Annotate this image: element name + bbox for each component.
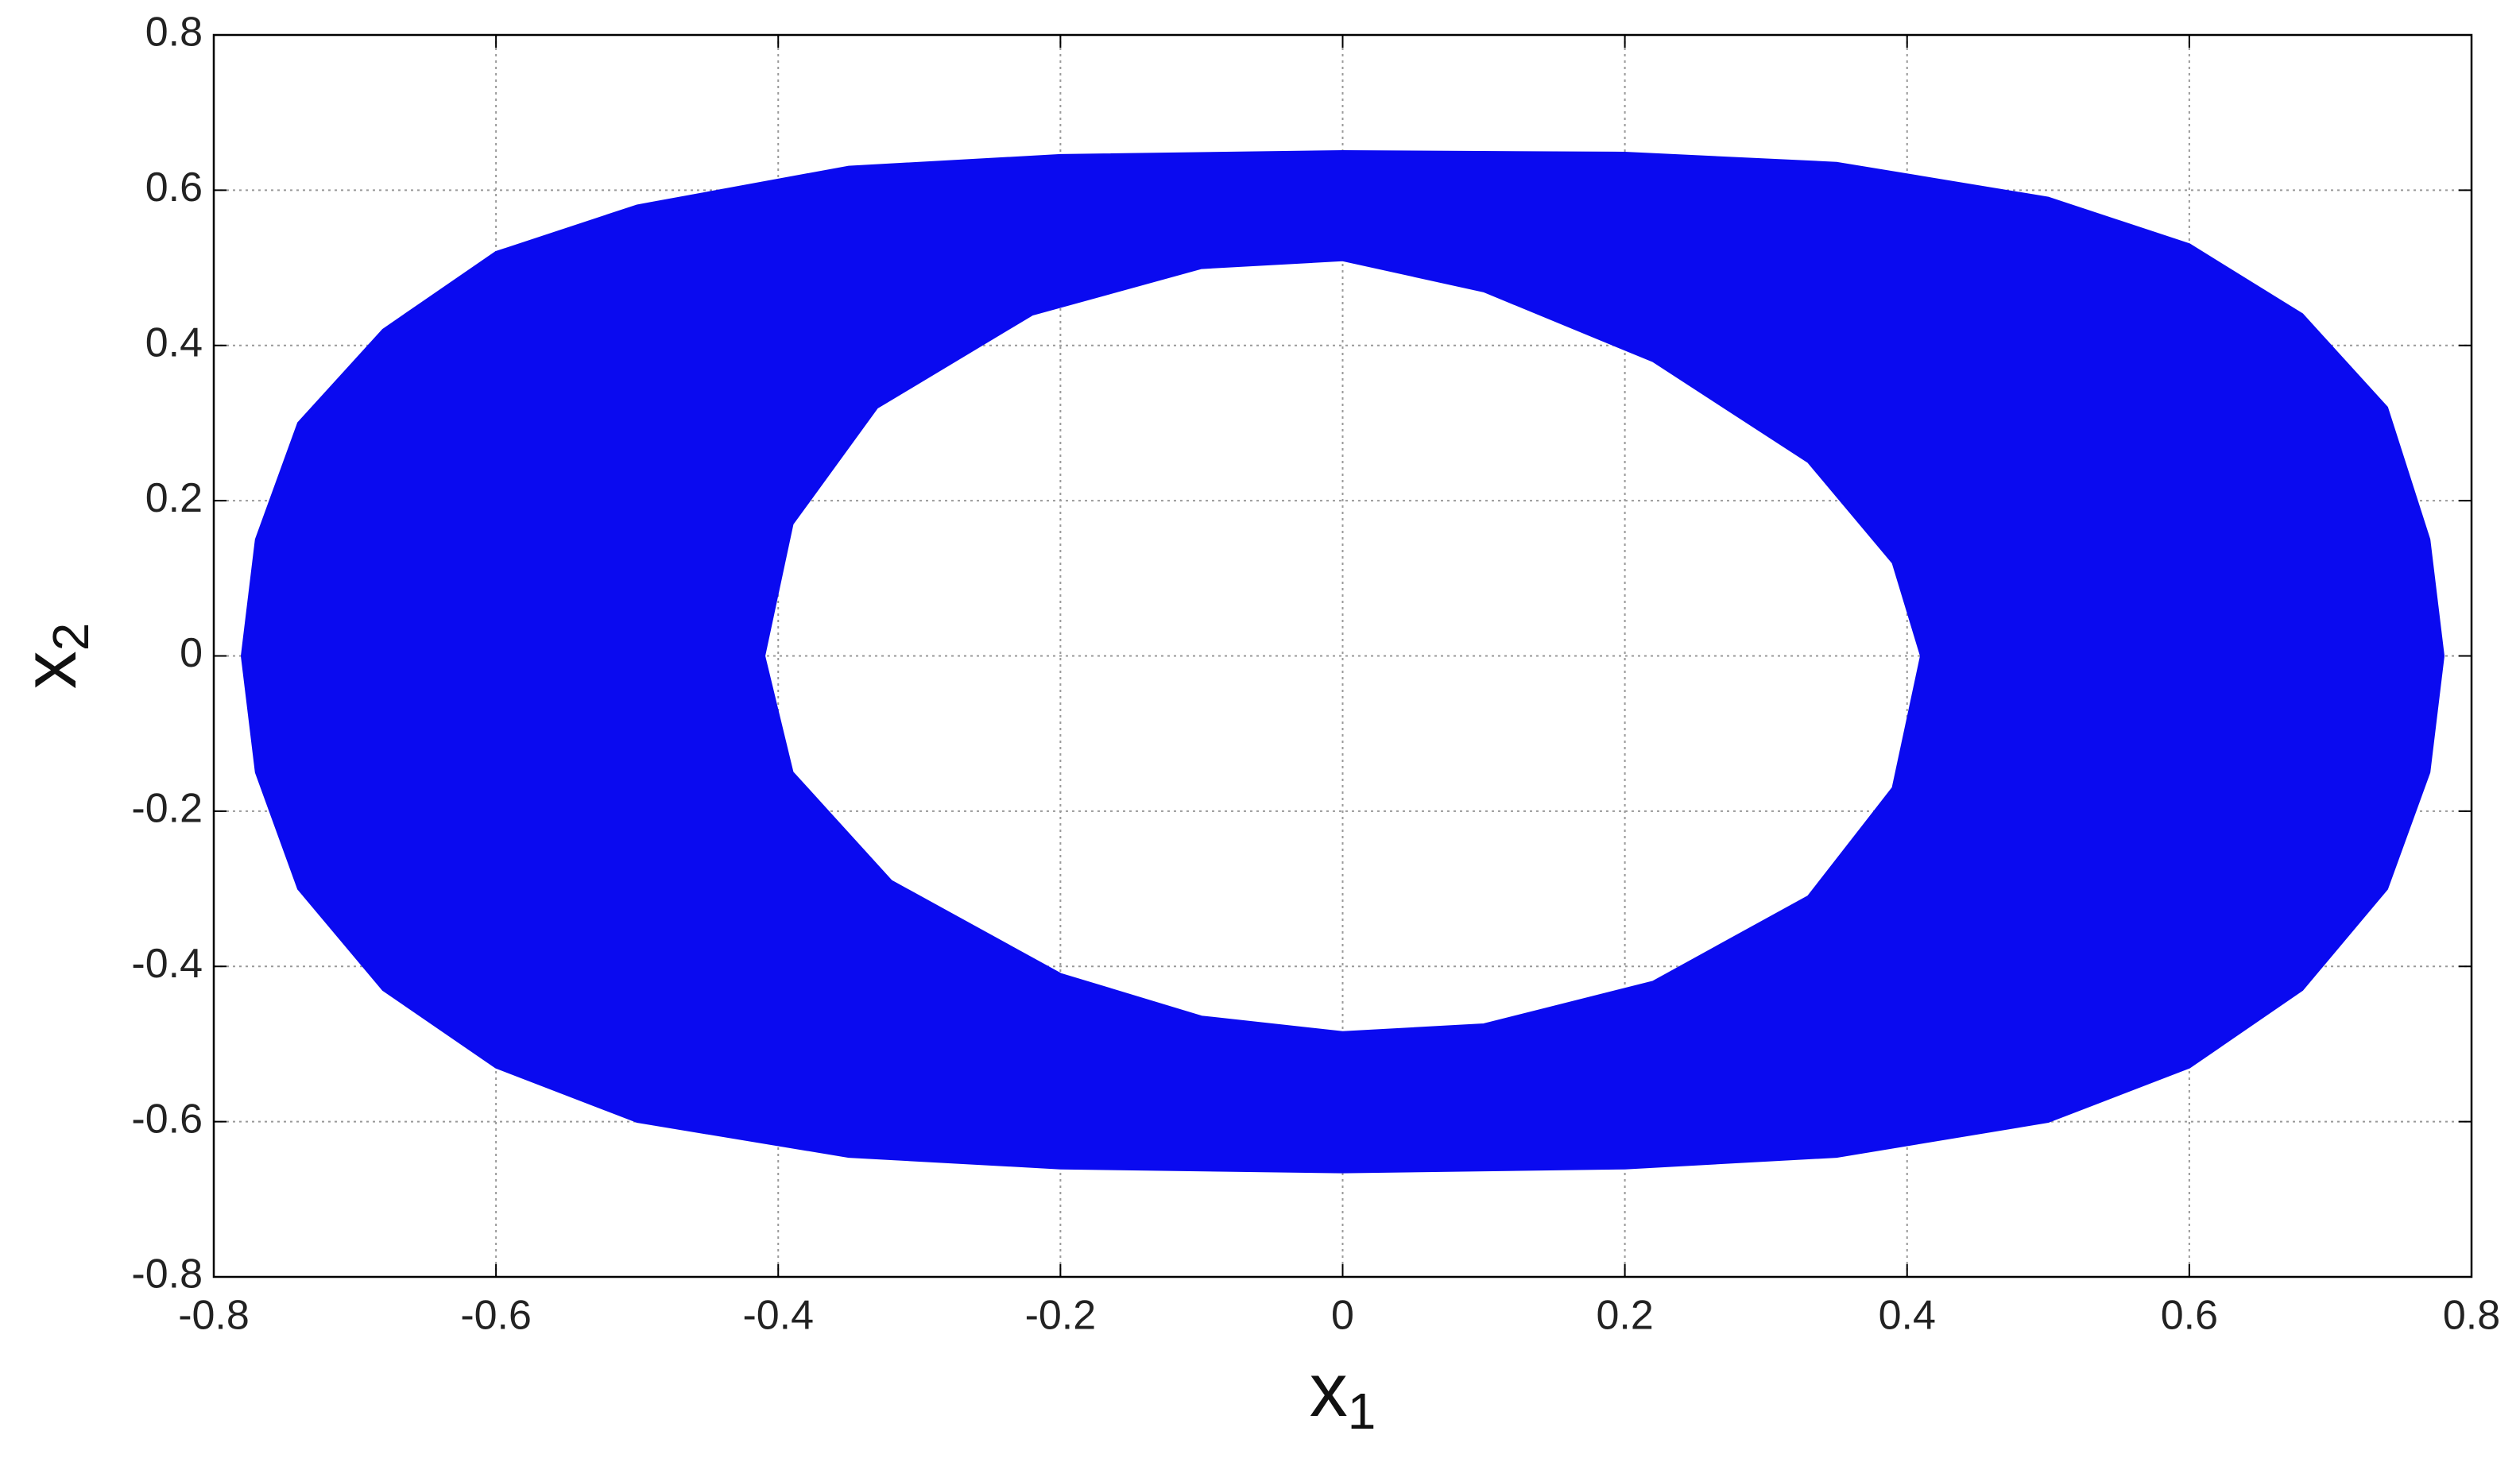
y-tick-label: 0	[180, 630, 203, 676]
x-tick-label: -0.8	[178, 1293, 250, 1339]
y-axis-label-text: x	[7, 651, 92, 689]
y-tick-label: 0.2	[145, 475, 203, 521]
x-tick-label: 0.6	[2161, 1293, 2218, 1339]
x-tick-label: 0.2	[1596, 1293, 1653, 1339]
x-axis-label-subscript: 1	[1348, 1383, 1376, 1440]
x-tick-label: -0.2	[1025, 1293, 1097, 1339]
y-tick-label: 0.8	[145, 10, 203, 56]
y-axis-label-subscript: 2	[42, 623, 99, 652]
x-tick-label: -0.4	[742, 1293, 814, 1339]
orbit-band	[240, 149, 2445, 1174]
y-tick-label: -0.8	[131, 1251, 203, 1298]
x-axis-label: x1	[1310, 1348, 1376, 1440]
x-tick-label: 0	[1331, 1293, 1354, 1339]
y-tick-label: -0.4	[131, 941, 203, 987]
y-axis-label: x2	[7, 623, 99, 690]
y-tick-label: 0.6	[145, 164, 203, 211]
x-tick-label: 0.8	[2443, 1293, 2500, 1339]
y-tick-label: 0.4	[145, 319, 203, 366]
y-tick-label: -0.2	[131, 786, 203, 832]
x-axis-label-text: x	[1310, 1348, 1348, 1433]
y-tick-label: -0.6	[131, 1096, 203, 1142]
plot-frame	[212, 33, 2473, 1278]
inner-boundary	[762, 258, 1923, 1034]
x-tick-label: -0.6	[460, 1293, 532, 1339]
x-tick-label: 0.4	[1879, 1293, 1936, 1339]
